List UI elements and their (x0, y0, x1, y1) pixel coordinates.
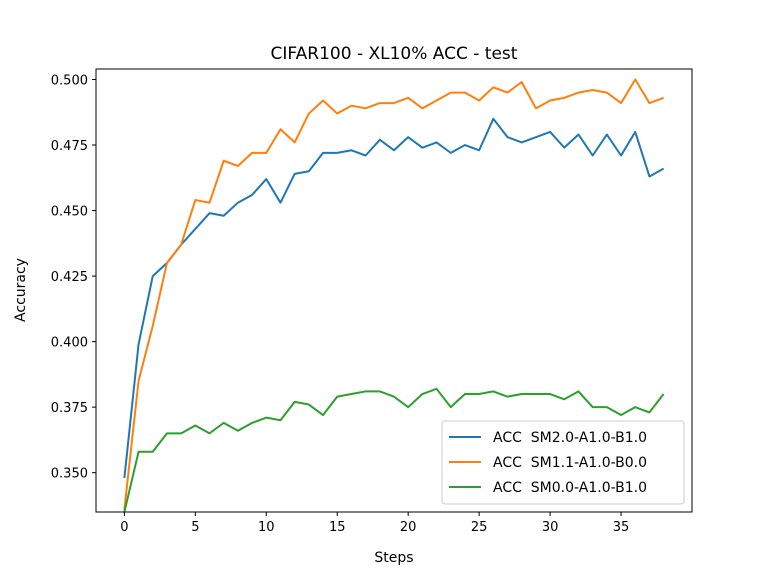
legend-label-2: ACC SM0.0-A1.0-B1.0 (493, 480, 647, 496)
chart-title: CIFAR100 - XL10% ACC - test (271, 44, 518, 64)
x-tick-label: 25 (471, 520, 488, 535)
x-axis-label: Steps (374, 550, 413, 566)
x-tick-label: 20 (400, 520, 417, 535)
y-tick-label: 0.450 (51, 205, 88, 220)
y-tick-label: 0.375 (51, 401, 88, 416)
plot-frame (95, 68, 693, 513)
legend-box (441, 420, 685, 505)
x-tick-label: 0 (120, 520, 128, 535)
x-tick-label: 10 (258, 520, 275, 535)
legend-label-0: ACC SM2.0-A1.0-B1.0 (493, 430, 647, 446)
x-tick-label: 35 (613, 520, 630, 535)
y-tick-label: 0.400 (51, 336, 88, 351)
y-tick-label: 0.475 (51, 139, 88, 154)
y-axis-label: Accuracy (13, 258, 29, 322)
legend-label-1: ACC SM1.1-A1.0-B0.0 (493, 455, 647, 471)
x-tick-label: 30 (542, 520, 559, 535)
series-line-1 (123, 78, 664, 510)
y-tick-label: 0.500 (51, 73, 88, 88)
y-tick-label: 0.350 (51, 467, 88, 482)
series-line-0 (123, 117, 665, 479)
x-tick-label: 5 (191, 520, 199, 535)
y-tick-label: 0.425 (51, 270, 88, 285)
x-tick-label: 15 (329, 520, 346, 535)
series-line-2 (123, 387, 665, 513)
